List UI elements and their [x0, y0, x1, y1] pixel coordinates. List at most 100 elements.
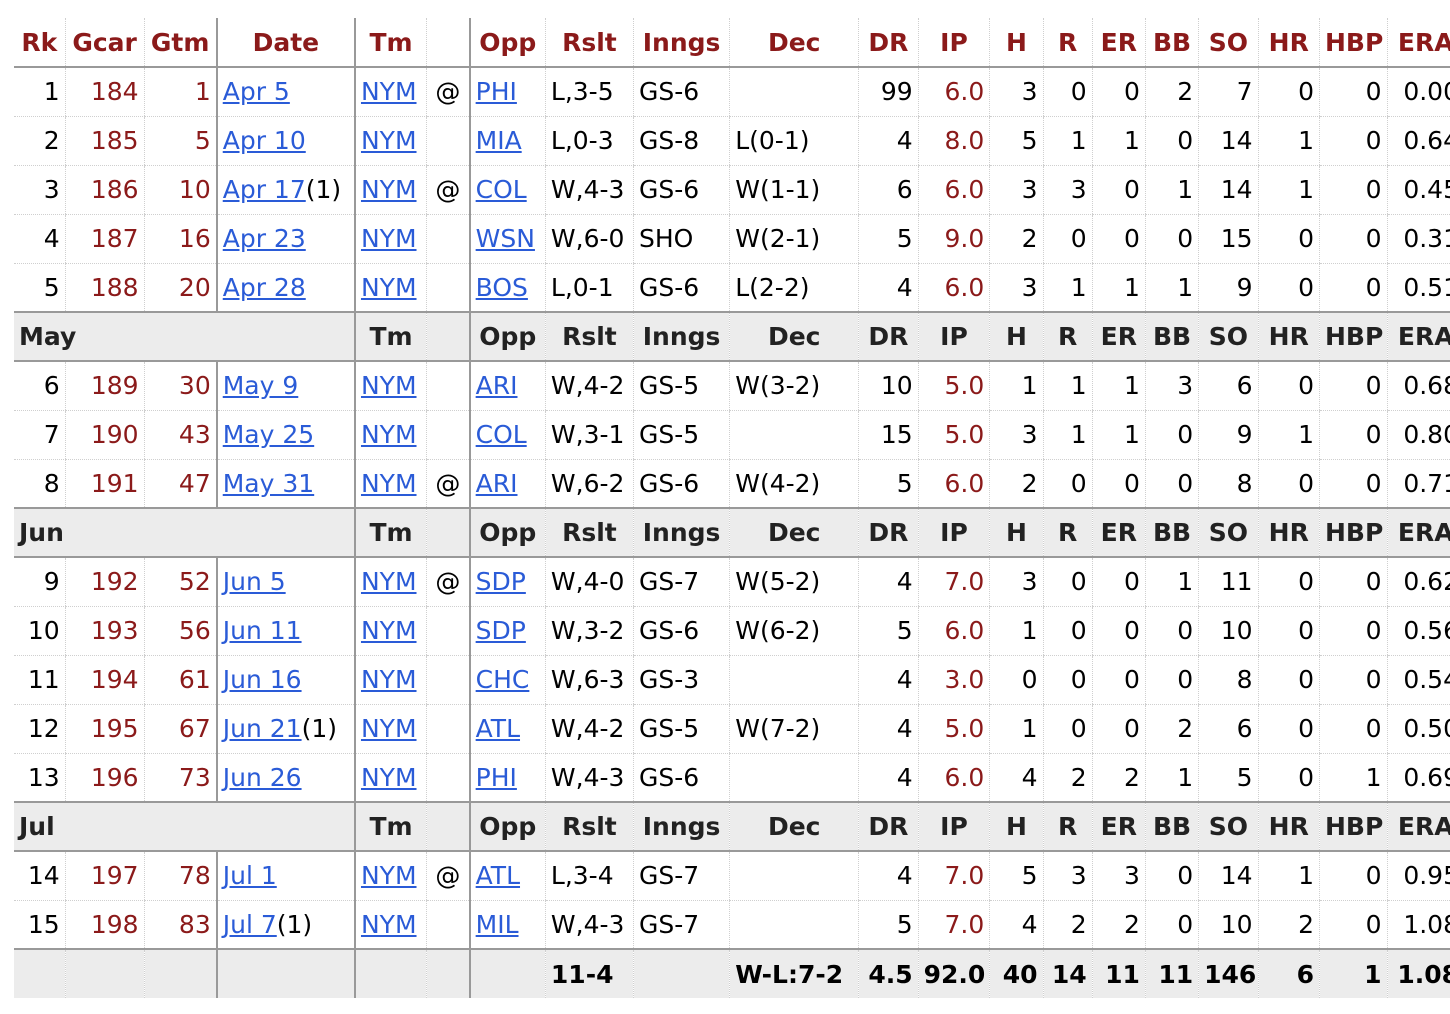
col-header-bb[interactable]: BB: [1144, 507, 1199, 558]
col-header-dec[interactable]: Dec: [729, 801, 859, 852]
opponent-link[interactable]: ATL: [475, 861, 521, 891]
col-header-tm[interactable]: Tm: [353, 311, 427, 362]
date-link[interactable]: Jun 16: [222, 665, 302, 694]
col-header-so[interactable]: SO: [1198, 801, 1259, 852]
col-header-dr[interactable]: DR: [858, 311, 919, 362]
col-header-dr[interactable]: DR: [858, 18, 919, 68]
opponent-link[interactable]: MIL: [475, 909, 519, 939]
col-header-hr[interactable]: HR: [1257, 18, 1320, 68]
col-header-hbp[interactable]: HBP: [1318, 507, 1388, 558]
col-header-era[interactable]: ERA: [1386, 507, 1450, 558]
col-header-era[interactable]: ERA: [1386, 801, 1450, 852]
opponent-link[interactable]: MIA: [475, 126, 522, 155]
col-header-hbp[interactable]: HBP: [1318, 18, 1388, 68]
opponent-link[interactable]: COL: [475, 175, 527, 204]
col-header-h[interactable]: H: [989, 507, 1044, 558]
col-header-tm[interactable]: Tm: [353, 18, 427, 68]
team-link[interactable]: NYM: [360, 175, 417, 204]
date-link[interactable]: Apr 17: [222, 175, 306, 204]
opponent-link[interactable]: BOS: [475, 272, 528, 302]
col-header-bb[interactable]: BB: [1144, 18, 1199, 68]
col-header-so[interactable]: SO: [1198, 507, 1259, 558]
col-header-tm[interactable]: Tm: [353, 801, 427, 852]
col-header-er[interactable]: ER: [1091, 18, 1146, 68]
col-header-r[interactable]: R: [1042, 311, 1093, 362]
col-header-gcar[interactable]: Gcar: [64, 18, 145, 68]
col-header-rslt[interactable]: Rslt: [544, 507, 634, 558]
col-header-dec[interactable]: Dec: [729, 18, 859, 68]
date-link[interactable]: Apr 10: [222, 126, 306, 155]
col-header-era[interactable]: ERA: [1386, 311, 1450, 362]
team-link[interactable]: NYM: [360, 762, 417, 792]
team-link[interactable]: NYM: [360, 861, 417, 891]
date-link[interactable]: Jul 1: [222, 861, 277, 891]
opponent-link[interactable]: ARI: [475, 468, 518, 498]
col-header-hbp[interactable]: HBP: [1318, 801, 1388, 852]
team-link[interactable]: NYM: [360, 616, 417, 645]
col-header-rslt[interactable]: Rslt: [544, 311, 634, 362]
col-header-home-away[interactable]: [426, 507, 470, 558]
opponent-link[interactable]: PHI: [475, 77, 517, 107]
opponent-link[interactable]: CHC: [475, 665, 530, 694]
col-header-gtm[interactable]: Gtm: [143, 18, 217, 68]
col-header-era[interactable]: ERA: [1386, 18, 1450, 68]
col-header-er[interactable]: ER: [1091, 311, 1146, 362]
col-header-opp[interactable]: Opp: [468, 18, 546, 68]
opponent-link[interactable]: COL: [475, 420, 527, 449]
col-header-ip[interactable]: IP: [917, 18, 990, 68]
col-header-hr[interactable]: HR: [1257, 801, 1320, 852]
col-header-home-away[interactable]: [426, 311, 470, 362]
col-header-h[interactable]: H: [989, 311, 1044, 362]
team-link[interactable]: NYM: [360, 77, 417, 107]
date-link[interactable]: Apr 5: [222, 77, 290, 107]
col-header-bb[interactable]: BB: [1144, 311, 1199, 362]
col-header-inngs[interactable]: Inngs: [632, 507, 730, 558]
col-header-home-away[interactable]: [426, 18, 470, 68]
col-header-r[interactable]: R: [1042, 507, 1093, 558]
col-header-inngs[interactable]: Inngs: [632, 801, 730, 852]
team-link[interactable]: NYM: [360, 714, 417, 743]
date-link[interactable]: Jun 26: [222, 762, 302, 792]
col-header-hr[interactable]: HR: [1257, 507, 1320, 558]
opponent-link[interactable]: WSN: [475, 224, 535, 253]
col-header-er[interactable]: ER: [1091, 801, 1146, 852]
col-header-date[interactable]: Date: [215, 18, 355, 68]
col-header-dr[interactable]: DR: [858, 507, 919, 558]
team-link[interactable]: NYM: [360, 224, 417, 253]
col-header-opp[interactable]: Opp: [468, 311, 546, 362]
col-header-h[interactable]: H: [989, 18, 1044, 68]
col-header-opp[interactable]: Opp: [468, 801, 546, 852]
date-link[interactable]: Jun 21: [222, 714, 302, 743]
date-link[interactable]: May 31: [222, 468, 315, 498]
team-link[interactable]: NYM: [360, 468, 417, 498]
opponent-link[interactable]: ARI: [475, 371, 518, 401]
col-header-home-away[interactable]: [426, 801, 470, 852]
team-link[interactable]: NYM: [360, 909, 417, 939]
col-header-ip[interactable]: IP: [917, 801, 990, 852]
date-link[interactable]: Jun 5: [222, 567, 286, 597]
col-header-so[interactable]: SO: [1198, 18, 1259, 68]
col-header-rk[interactable]: Rk: [14, 18, 66, 68]
col-header-dec[interactable]: Dec: [729, 507, 859, 558]
team-link[interactable]: NYM: [360, 665, 417, 694]
col-header-rslt[interactable]: Rslt: [544, 18, 634, 68]
date-link[interactable]: Jun 11: [222, 616, 302, 645]
col-header-inngs[interactable]: Inngs: [632, 311, 730, 362]
team-link[interactable]: NYM: [360, 567, 417, 597]
col-header-inngs[interactable]: Inngs: [632, 18, 730, 68]
opponent-link[interactable]: SDP: [475, 567, 526, 597]
col-header-ip[interactable]: IP: [917, 507, 990, 558]
col-header-hr[interactable]: HR: [1257, 311, 1320, 362]
opponent-link[interactable]: SDP: [475, 616, 526, 645]
col-header-bb[interactable]: BB: [1144, 801, 1199, 852]
date-link[interactable]: May 25: [222, 420, 315, 449]
team-link[interactable]: NYM: [360, 272, 417, 302]
date-link[interactable]: Jul 7: [222, 909, 277, 939]
team-link[interactable]: NYM: [360, 371, 417, 401]
team-link[interactable]: NYM: [360, 126, 417, 155]
col-header-hbp[interactable]: HBP: [1318, 311, 1388, 362]
col-header-so[interactable]: SO: [1198, 311, 1259, 362]
col-header-r[interactable]: R: [1042, 18, 1093, 68]
team-link[interactable]: NYM: [360, 420, 417, 449]
col-header-r[interactable]: R: [1042, 801, 1093, 852]
